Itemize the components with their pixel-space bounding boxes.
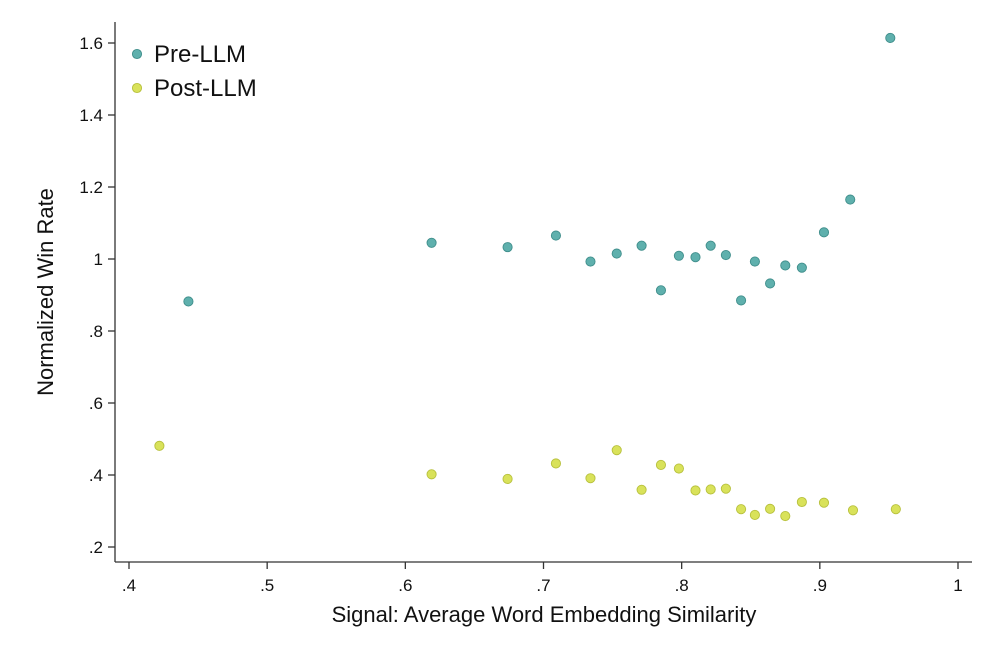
x-tick-label: .9 [813,576,827,595]
y-tick-label: .6 [89,394,103,413]
x-tick-label: .8 [675,576,689,595]
y-tick-label: 1.4 [79,106,103,125]
y-tick-label: 1.2 [79,178,103,197]
y-tick-label: .8 [89,322,103,341]
x-axis-label: Signal: Average Word Embedding Similarit… [332,602,757,627]
data-point-post-llm [720,483,731,494]
data-point-pre-llm [749,256,760,267]
data-point-pre-llm [690,252,701,263]
legend-label-pre-llm: Pre-LLM [154,41,246,68]
legend-label-post-llm: Post-LLM [154,75,257,102]
data-point-pre-llm [673,250,684,261]
data-point-pre-llm [183,296,194,307]
data-point-pre-llm [780,260,791,271]
data-point-post-llm [890,504,901,515]
data-point-pre-llm [765,278,776,289]
data-point-post-llm [673,463,684,474]
x-tick-label: .4 [122,576,136,595]
data-point-post-llm [736,504,747,515]
y-axis-label: Normalized Win Rate [33,188,58,396]
legend-swatch-post-llm [131,82,143,94]
data-point-post-llm [426,469,437,480]
data-point-post-llm [655,459,666,470]
x-tick-label: .7 [536,576,550,595]
data-point-post-llm [780,510,791,522]
data-point-post-llm [690,485,701,496]
data-point-pre-llm [818,227,830,238]
data-point-post-llm [550,458,561,469]
data-point-pre-llm [736,295,747,306]
data-point-pre-llm [705,240,716,251]
x-axis-ticks: .4 .5 .6 .7 .8 .9 1 [122,562,963,595]
y-tick-label: 1.6 [79,34,103,53]
y-axis-ticks: .2 .4 .6 .8 1 1.2 1.4 1.6 [79,34,115,557]
y-tick-label: .4 [89,466,103,485]
data-point-post-llm [818,497,830,508]
data-point-post-llm [636,484,647,495]
y-tick-label: .2 [89,538,103,557]
data-point-pre-llm [502,242,513,253]
data-point-pre-llm [611,248,622,259]
data-point-post-llm [154,440,165,451]
data-point-pre-llm [796,262,807,273]
axes [114,22,972,563]
y-tick-label: 1 [94,250,103,269]
data-point-post-llm [585,473,596,484]
data-point-pre-llm [885,32,896,44]
x-tick-label: .6 [398,576,412,595]
legend: Pre-LLM Post-LLM [131,41,257,102]
data-point-pre-llm [845,194,856,205]
data-points [154,32,901,522]
data-point-pre-llm [426,237,437,248]
data-point-post-llm [705,484,716,495]
data-point-post-llm [796,496,807,508]
data-point-post-llm [502,473,513,485]
data-point-pre-llm [720,249,731,261]
legend-swatch-pre-llm [131,48,143,60]
data-point-post-llm [765,503,776,514]
x-tick-label: 1 [953,576,962,595]
data-point-post-llm [611,445,622,456]
data-point-post-llm [847,505,859,516]
data-point-pre-llm [550,230,561,241]
data-point-pre-llm [585,256,596,267]
x-tick-label: .5 [260,576,274,595]
data-point-pre-llm [655,285,666,296]
data-point-pre-llm [636,240,647,251]
data-point-post-llm [749,509,760,521]
